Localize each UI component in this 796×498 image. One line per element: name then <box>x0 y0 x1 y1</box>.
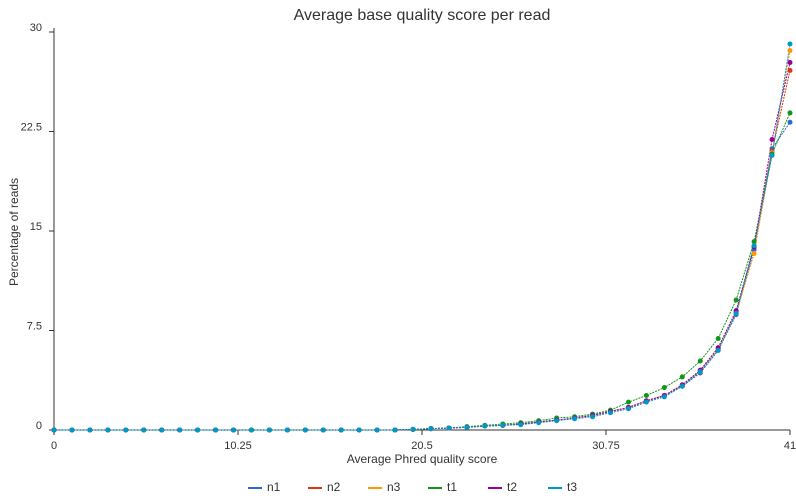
y-tick-label: 15 <box>30 221 42 233</box>
data-point <box>787 48 793 54</box>
series-line <box>54 121 791 431</box>
data-point <box>625 406 631 412</box>
data-point <box>482 423 488 429</box>
data-point <box>464 424 470 430</box>
data-point <box>141 427 147 433</box>
data-point <box>51 427 57 433</box>
data-point <box>661 385 667 391</box>
data-point <box>69 427 75 433</box>
data-point <box>697 358 703 364</box>
series-line <box>54 70 791 431</box>
data-point <box>356 427 362 433</box>
data-point <box>392 427 398 433</box>
data-point <box>123 427 129 433</box>
y-tick-label: 30 <box>30 22 42 34</box>
data-point <box>697 369 703 375</box>
data-point <box>769 136 775 142</box>
data-point <box>554 418 560 424</box>
data-point <box>787 41 793 47</box>
data-point <box>733 310 739 316</box>
data-point <box>625 399 631 405</box>
x-tick-label: 41 <box>784 440 796 452</box>
data-point <box>320 427 326 433</box>
data-point <box>661 394 667 400</box>
data-point <box>248 427 254 433</box>
data-point <box>195 427 201 433</box>
data-point <box>428 426 434 432</box>
data-point <box>338 427 344 433</box>
legend-label: t1 <box>447 480 457 494</box>
data-point <box>446 425 452 431</box>
data-point <box>787 67 793 73</box>
y-axis-title: Percentage of reads <box>7 178 21 286</box>
chart-title: Average base quality score per read <box>294 7 551 24</box>
data-point <box>751 243 757 249</box>
data-point <box>213 427 219 433</box>
data-point <box>733 297 739 303</box>
x-axis-title: Average Phred quality score <box>347 452 498 466</box>
data-point <box>500 422 506 428</box>
x-tick-label: 30.75 <box>592 440 620 452</box>
data-point <box>284 427 290 433</box>
x-tick-label: 20.5 <box>411 440 432 452</box>
series-line <box>54 50 791 431</box>
x-tick-label: 0 <box>51 440 57 452</box>
data-point <box>643 399 649 405</box>
data-point <box>177 427 183 433</box>
data-point <box>643 393 649 399</box>
data-point <box>231 427 237 433</box>
data-point <box>715 347 721 353</box>
data-point <box>590 414 596 420</box>
y-tick-label: 0 <box>36 420 42 432</box>
data-point <box>374 427 380 433</box>
legend-label: t2 <box>507 480 517 494</box>
data-point <box>266 427 272 433</box>
series-line <box>54 112 791 431</box>
data-point <box>751 239 757 245</box>
data-point <box>679 383 685 389</box>
y-tick-label: 7.5 <box>27 320 42 332</box>
data-point <box>787 110 793 116</box>
data-point <box>518 422 524 428</box>
data-point <box>410 426 416 432</box>
data-point <box>536 420 542 426</box>
legend-label: n2 <box>327 480 341 494</box>
data-point <box>607 410 613 416</box>
series-line <box>54 43 791 431</box>
data-point <box>302 427 308 433</box>
data-point <box>572 416 578 422</box>
series-line <box>54 62 791 431</box>
x-tick-label: 10.25 <box>224 440 252 452</box>
data-point <box>787 60 793 66</box>
data-point <box>715 335 721 341</box>
legend-label: n1 <box>267 480 281 494</box>
y-tick-label: 22.5 <box>21 121 42 133</box>
data-point <box>87 427 93 433</box>
data-point <box>751 251 757 257</box>
data-point <box>787 119 793 125</box>
legend-label: n3 <box>387 480 401 494</box>
data-point <box>769 152 775 158</box>
data-point <box>679 374 685 380</box>
legend-label: t3 <box>567 480 577 494</box>
data-point <box>105 427 111 433</box>
data-point <box>159 427 165 433</box>
